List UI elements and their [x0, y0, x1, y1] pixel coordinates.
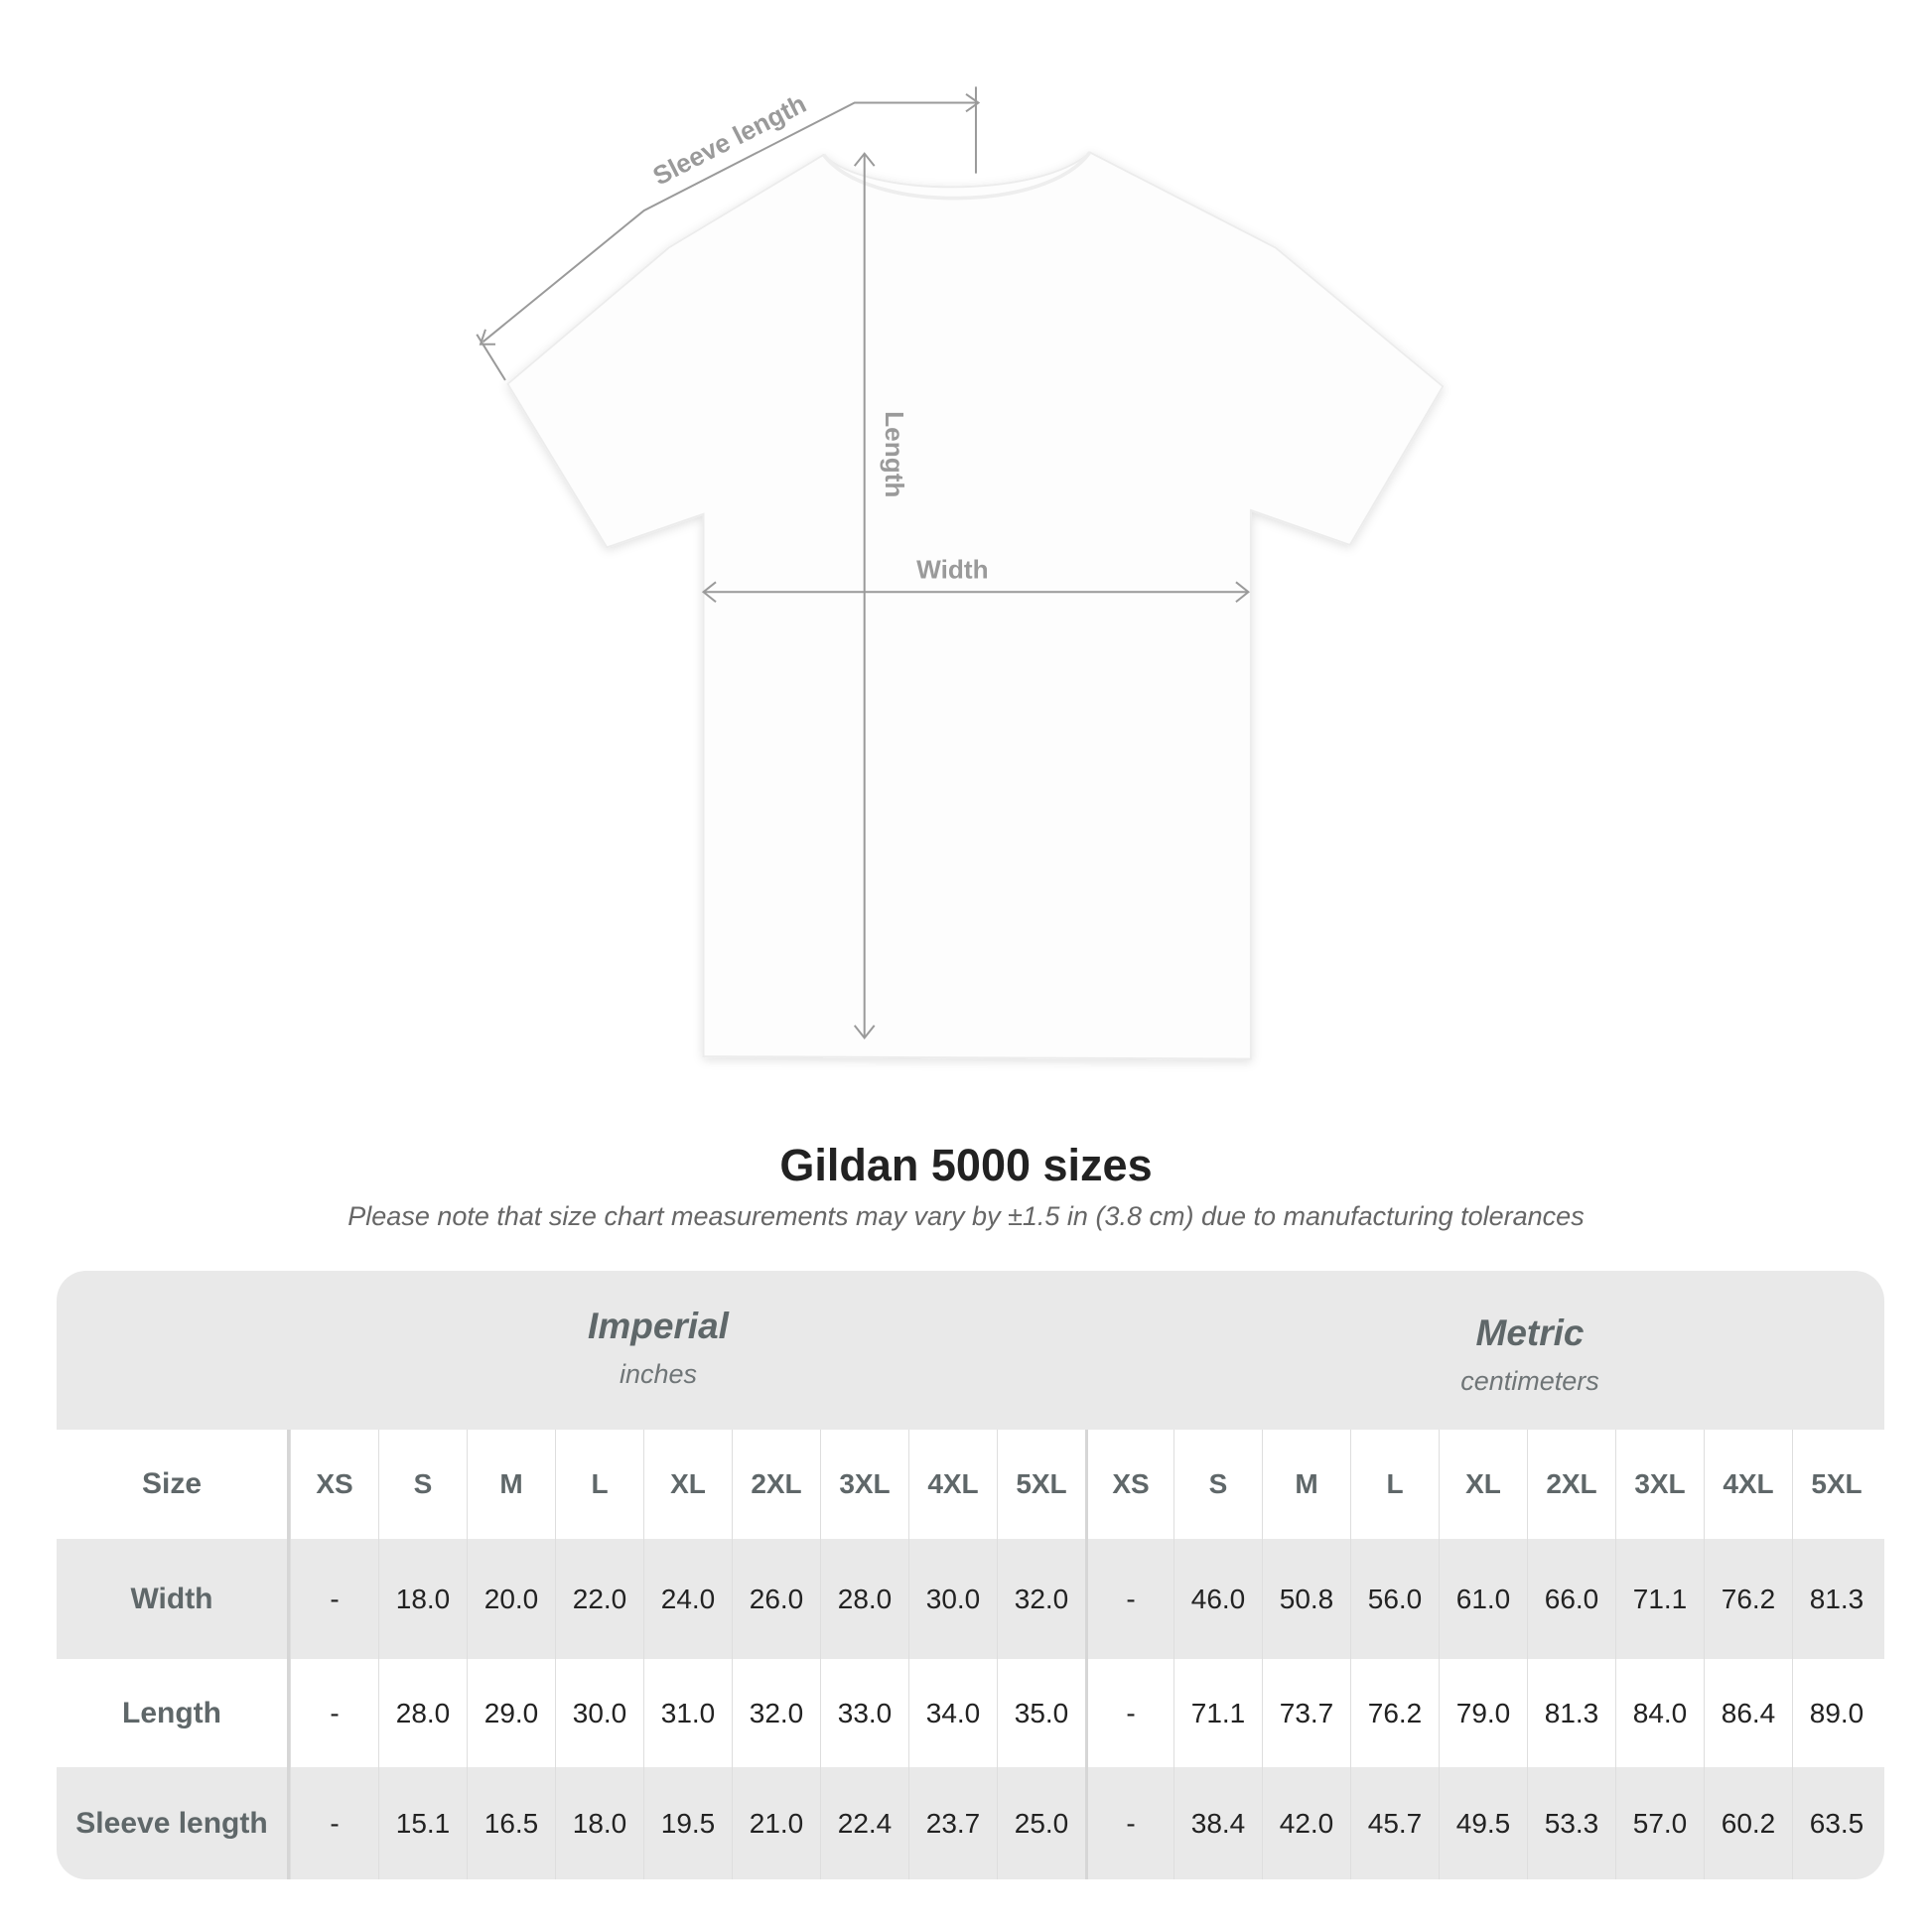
- chart-title: Gildan 5000 sizes: [779, 1140, 1153, 1190]
- size-header-row: Size XS S M L XL 2XL 3XL 4XL 5XL XS S M L XL 2XL 3XL 4XL 5…: [57, 1430, 1884, 1539]
- size-header-cell: L: [555, 1430, 643, 1539]
- value-cell: 18.0: [378, 1539, 467, 1659]
- size-header-cell: L: [1350, 1430, 1439, 1539]
- imperial-unit: inches: [619, 1359, 698, 1389]
- value-cell: 30.0: [555, 1659, 643, 1767]
- value-cell: 32.0: [732, 1659, 820, 1767]
- value-cell: 20.0: [467, 1539, 555, 1659]
- unit-header-band: Imperial inches Metric centimeters: [57, 1271, 1884, 1430]
- imperial-title: Imperial: [588, 1306, 729, 1346]
- sleeve-length-label: Sleeve length: [648, 88, 811, 191]
- value-cell: -: [290, 1659, 378, 1767]
- row-label: Length: [57, 1659, 290, 1767]
- row-label: Sleeve length: [57, 1767, 290, 1879]
- size-header-cell: 2XL: [732, 1430, 820, 1539]
- value-cell: -: [290, 1767, 378, 1879]
- length-label: Length: [880, 411, 909, 497]
- value-cell: 26.0: [732, 1539, 820, 1659]
- value-cell: 81.3: [1792, 1539, 1880, 1659]
- value-cell: 28.0: [378, 1659, 467, 1767]
- value-cell: 84.0: [1615, 1659, 1704, 1767]
- value-cell: 23.7: [908, 1767, 997, 1879]
- width-label: Width: [916, 555, 988, 585]
- value-cell: 79.0: [1439, 1659, 1527, 1767]
- value-cell: 22.0: [555, 1539, 643, 1659]
- size-header-cell: S: [378, 1430, 467, 1539]
- value-cell: 50.8: [1262, 1539, 1350, 1659]
- sleeve-line: [482, 101, 976, 344]
- value-cell: 19.5: [643, 1767, 732, 1879]
- value-cell: 22.4: [820, 1767, 908, 1879]
- size-header-cell: XS: [1085, 1430, 1173, 1539]
- value-cell: 76.2: [1350, 1659, 1439, 1767]
- size-table: Imperial inches Metric centimeters Size X…: [57, 1271, 1884, 1879]
- value-cell: 31.0: [643, 1659, 732, 1767]
- size-header-cell: XL: [643, 1430, 732, 1539]
- tolerance-note: Please note that size chart measurements…: [347, 1201, 1585, 1231]
- value-cell: 53.3: [1527, 1767, 1615, 1879]
- value-cell: 45.7: [1350, 1767, 1439, 1879]
- size-header-cell: 4XL: [908, 1430, 997, 1539]
- table-row: Length -28.0 29.0 30.0 31.0 32.0 33.0 34.0 35.0-…: [57, 1659, 1884, 1767]
- size-header-cell: 5XL: [1792, 1430, 1880, 1539]
- size-header-cell: M: [467, 1430, 555, 1539]
- value-cell: 63.5: [1792, 1767, 1880, 1879]
- value-cell: 89.0: [1792, 1659, 1880, 1767]
- metric-header: Metric centimeters: [1182, 1312, 1877, 1397]
- value-cell: 71.1: [1615, 1539, 1704, 1659]
- size-header-cell: XS: [290, 1430, 378, 1539]
- value-cell: 24.0: [643, 1539, 732, 1659]
- value-cell: 76.2: [1704, 1539, 1792, 1659]
- row-label: Width: [57, 1539, 290, 1659]
- value-cell: 42.0: [1262, 1767, 1350, 1879]
- value-cell: 60.2: [1704, 1767, 1792, 1879]
- size-header-cell: 5XL: [997, 1430, 1085, 1539]
- value-cell: -: [1085, 1767, 1173, 1879]
- value-cell: 73.7: [1262, 1659, 1350, 1767]
- value-cell: 66.0: [1527, 1539, 1615, 1659]
- value-cell: 32.0: [997, 1539, 1085, 1659]
- tshirt-shape: [506, 151, 1445, 1060]
- row-label: Size: [57, 1430, 290, 1539]
- value-cell: 34.0: [908, 1659, 997, 1767]
- value-cell: 21.0: [732, 1767, 820, 1879]
- size-header-cell: S: [1173, 1430, 1262, 1539]
- size-header-cell: 3XL: [1615, 1430, 1704, 1539]
- size-header-cell: XL: [1439, 1430, 1527, 1539]
- value-cell: 71.1: [1173, 1659, 1262, 1767]
- value-cell: 46.0: [1173, 1539, 1262, 1659]
- value-cell: 35.0: [997, 1659, 1085, 1767]
- imperial-header: Imperial inches: [311, 1306, 1006, 1390]
- value-cell: 61.0: [1439, 1539, 1527, 1659]
- metric-title: Metric: [1475, 1312, 1585, 1353]
- value-cell: 29.0: [467, 1659, 555, 1767]
- value-cell: 25.0: [997, 1767, 1085, 1879]
- value-cell: 81.3: [1527, 1659, 1615, 1767]
- value-cell: 38.4: [1173, 1767, 1262, 1879]
- size-header-cell: 2XL: [1527, 1430, 1615, 1539]
- value-cell: 28.0: [820, 1539, 908, 1659]
- value-cell: -: [1085, 1659, 1173, 1767]
- value-cell: 57.0: [1615, 1767, 1704, 1879]
- value-cell: -: [290, 1539, 378, 1659]
- value-cell: 86.4: [1704, 1659, 1792, 1767]
- table-row: Sleeve length -15.1 16.5 18.0 19.5 21.0 22.4 23…: [57, 1767, 1884, 1879]
- metric-unit: centimeters: [1460, 1366, 1599, 1396]
- value-cell: 49.5: [1439, 1767, 1527, 1879]
- size-header-cell: M: [1262, 1430, 1350, 1539]
- size-header-cell: 3XL: [820, 1430, 908, 1539]
- value-cell: 18.0: [555, 1767, 643, 1879]
- value-cell: 30.0: [908, 1539, 997, 1659]
- value-cell: 33.0: [820, 1659, 908, 1767]
- value-cell: 15.1: [378, 1767, 467, 1879]
- value-cell: 56.0: [1350, 1539, 1439, 1659]
- value-cell: 16.5: [467, 1767, 555, 1879]
- table-row: Width -18.0 20.0 22.0 24.0 26.0 28.0 30.0 32.0-4…: [57, 1539, 1884, 1659]
- size-header-cell: 4XL: [1704, 1430, 1792, 1539]
- value-cell: -: [1085, 1539, 1173, 1659]
